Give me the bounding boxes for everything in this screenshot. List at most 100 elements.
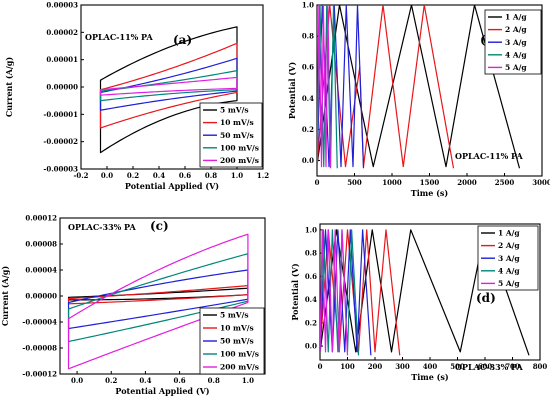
y-tick-label: 0.00003 [46,1,78,10]
y-tick-label: 0.0 [305,342,317,351]
panel-title: OPLAC-33% PA [455,362,523,372]
legend-label: 2 A/g [505,25,527,34]
x-tick-label: 2000 [457,178,477,187]
legend-label: 5 mV/s [220,311,249,320]
legend-label: 10 mV/s [220,324,254,333]
series-line-4 [320,229,360,356]
series-line-1 [99,26,238,154]
y-axis-label: Current (A/g) [0,266,10,327]
legend-label: 5 mV/s [220,106,249,115]
panel-a: -0.2 0.0 0.2 0.4 0.6 0.8 1.0 1.2 -0.00003 -0.0000… [4,1,269,192]
panel-letter: (a) [173,33,192,47]
panel-b: 0 500 1000 1500 2000 2500 3000 0.0 0.2 0.4 0.6 0.8 1… [287,1,550,199]
x-axis-label: Potential Applied (V) [125,181,219,191]
x-tick-label: -0.2 [73,171,88,180]
legend-label: 1 A/g [505,13,527,22]
series-line-2 [99,42,238,129]
y-tick-label: 0.00001 [46,55,78,64]
x-tick-label: 1500 [420,178,440,187]
x-tick-label: 0.4 [153,171,165,180]
legend-label: 1 A/g [498,229,520,238]
y-tick-label: 0.00008 [25,240,57,249]
x-tick-label: 0.8 [208,376,220,385]
series-group [317,5,521,169]
y-tick-label: 0.00002 [46,28,78,37]
x-tick-label: 400 [423,362,438,371]
legend-label: 100 mV/s [220,143,259,152]
series-line-5 [99,76,238,96]
x-tick-label: 0.0 [71,376,83,385]
legend-label: 200 mV/s [220,363,259,372]
x-tick-label: 0.0 [101,171,113,180]
y-tick-label: -0.00003 [43,165,78,174]
legend-label: 3 A/g [498,254,520,263]
series-line-1 [67,287,249,301]
x-tick-label: 1.0 [242,376,254,385]
x-tick-label: 800 [533,362,548,371]
y-tick-label: 1.0 [302,1,314,10]
legend-label: 2 A/g [498,241,520,250]
x-tick-label: 500 [450,362,465,371]
y-tick-label: 0.4 [302,94,314,103]
y-tick-label: 0.8 [302,32,314,41]
y-tick-label: -0.00004 [22,318,57,327]
series-line-1 [320,229,530,356]
y-tick-label: 0.0 [302,156,314,165]
legend-label: 5 A/g [498,279,520,288]
y-tick-label: 0.2 [305,318,317,327]
x-tick-label: 2500 [495,178,515,187]
x-tick-label: 0.8 [205,171,217,180]
y-tick-label: 0.00004 [25,266,57,275]
series-line-3 [99,57,238,111]
y-axis-label: Potential (V) [287,62,297,119]
x-tick-label: 0.2 [127,171,139,180]
y-tick-label: 0.00000 [25,292,57,301]
y-tick-label: 0.00000 [46,83,78,92]
legend-label: 4 A/g [498,266,520,275]
y-tick-label: 0.00012 [25,214,57,223]
legend-label: 10 mV/s [220,118,254,127]
y-tick-label: -0.00012 [22,370,57,379]
legend-label: 100 mV/s [220,350,259,359]
series-line-2 [67,285,249,305]
series-group [67,233,249,370]
y-tick-label: 1.0 [305,225,317,234]
panel-letter: (c) [150,219,169,233]
series-line-5 [320,229,349,356]
legend-label: 4 A/g [505,50,527,59]
legend-label: 200 mV/s [220,156,259,165]
x-tick-label: 1.0 [231,171,243,180]
x-tick-label: 700 [505,362,520,371]
x-tick-label: 300 [395,362,410,371]
series-group [320,229,530,356]
legend-label: 50 mV/s [220,131,254,140]
panel-letter: (d) [476,291,496,305]
x-tick-label: 3000 [532,178,550,187]
y-tick-label: -0.00008 [22,344,57,353]
y-tick-label: 0.6 [302,63,314,72]
x-tick-label: 600 [478,362,493,371]
x-tick-label: 100 [340,362,355,371]
x-tick-label: 0 [318,362,323,371]
legend-label: 50 mV/s [220,337,254,346]
x-tick-label: 1.2 [257,171,269,180]
legend-label: 3 A/g [505,38,527,47]
series-line-5 [67,233,249,370]
y-tick-label: 0.6 [305,272,317,281]
panel-title: OPLAC-11% PA [455,151,523,161]
y-axis-label: Current (A/g) [4,57,14,118]
panel-d: 0 100 200 300 400 500 600 700 800 0.0 0.2 0.4 0.6 0.8… [290,223,548,382]
x-tick-label: 0.4 [139,376,151,385]
series-group [99,26,238,154]
x-axis-label: Potential Applied (V) [115,386,209,396]
y-tick-label: -0.00001 [43,110,78,119]
y-tick-label: 0.8 [305,249,317,258]
x-tick-label: 500 [347,178,362,187]
x-tick-label: 1000 [382,178,402,187]
y-tick-label: 0.2 [302,125,314,134]
panel-title: OPLAC-33% PA [68,222,136,232]
x-tick-label: 200 [368,362,383,371]
x-tick-label: 0.2 [105,376,117,385]
x-tick-label: 0.6 [173,376,185,385]
